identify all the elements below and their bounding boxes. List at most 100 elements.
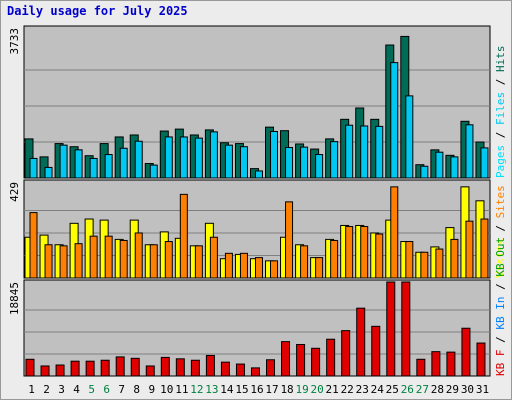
x-tick-label: 21 (326, 383, 339, 396)
sites-bar (450, 238, 459, 279)
sites-bar (194, 245, 203, 279)
kbf-bar (266, 359, 276, 377)
x-tick-label: 1 (28, 383, 35, 396)
legend-kb-out: KB Out (494, 237, 507, 277)
x-tick-label: 11 (175, 383, 188, 396)
kbf-bar (130, 357, 140, 377)
x-tick-label: 5 (88, 383, 95, 396)
x-tick-label: 15 (235, 383, 248, 396)
legend-files: Files (494, 92, 507, 125)
x-tick-label: 2 (43, 383, 50, 396)
bottom-max-label: 18845 (8, 282, 21, 315)
sites-bar (224, 252, 233, 279)
x-tick-label: 8 (133, 383, 140, 396)
sites-bar (360, 226, 369, 279)
x-tick-label: 3 (58, 383, 65, 396)
kbf-bar (40, 365, 50, 377)
x-tick-label: 27 (416, 383, 429, 396)
sites-bar (119, 239, 128, 279)
sites-bar (480, 218, 489, 279)
sites-bar (149, 244, 158, 279)
kbf-bar (371, 325, 381, 377)
sites-bar (44, 244, 53, 279)
x-tick-label: 24 (371, 383, 385, 396)
kbf-bar (476, 342, 486, 377)
files-bar (360, 125, 369, 179)
kbf-bar (205, 354, 215, 377)
x-tick-label: 20 (311, 383, 324, 396)
sites-bar (59, 245, 68, 279)
x-tick-label: 17 (265, 383, 278, 396)
sites-bar (89, 235, 98, 279)
kbf-bar (446, 351, 456, 377)
top-plot-area (23, 25, 491, 179)
files-bar (194, 137, 203, 179)
sites-bar (209, 236, 218, 279)
files-bar (149, 164, 158, 179)
kbf-bar (85, 360, 95, 377)
files-bar (315, 154, 324, 179)
files-bar (270, 130, 279, 179)
legend-hits: Hits (494, 46, 507, 73)
files-bar (285, 146, 294, 179)
kbf-bar (296, 343, 306, 377)
legend-pages: Pages (494, 145, 507, 178)
legend-separator: / (494, 277, 507, 297)
kbf-bar (386, 281, 396, 377)
x-tick-label: 31 (476, 383, 489, 396)
x-tick-label: 10 (160, 383, 173, 396)
top-legend-label: Pages / Files / Hits (494, 46, 507, 179)
x-tick-label: 12 (190, 383, 203, 396)
sites-bar (270, 260, 279, 279)
legend-kb-in: KB In (494, 297, 507, 330)
legend-kb-f: KB F (494, 350, 507, 377)
files-bar (89, 157, 98, 179)
files-bar (224, 144, 233, 179)
bottom-legend-label: KB F / KB In / KB Out (494, 237, 507, 376)
sites-bar (254, 257, 263, 279)
kbf-bar (461, 327, 471, 377)
kbf-bar (160, 356, 170, 377)
legend-separator: / (494, 218, 507, 238)
legend-separator: / (494, 125, 507, 145)
legend-separator: / (494, 330, 507, 350)
files-bar (345, 124, 354, 179)
sites-bar (375, 233, 384, 279)
kbf-bar (311, 347, 321, 377)
kbf-bar (145, 365, 155, 377)
sites-bar (345, 226, 354, 279)
files-bar (134, 140, 143, 179)
middle-max-label: 429 (8, 182, 21, 202)
x-tick-label: 23 (356, 383, 369, 396)
sites-bar (29, 212, 38, 279)
kbf-bar (250, 367, 260, 377)
sites-bar (390, 186, 399, 279)
sites-bar (239, 252, 248, 279)
x-tick-label: 4 (73, 383, 80, 396)
x-tick-label: 29 (446, 383, 459, 396)
kbf-bar (416, 358, 426, 377)
x-tick-label: 22 (341, 383, 354, 396)
files-bar (74, 149, 83, 179)
sites-bar (420, 251, 429, 279)
kbf-bar (55, 364, 65, 377)
kbf-bar (326, 338, 336, 377)
files-bar (405, 95, 414, 179)
files-bar (119, 147, 128, 179)
files-bar (104, 154, 113, 179)
files-bar (164, 136, 173, 179)
middle-legend-label: Visits / Sites (494, 185, 507, 278)
sites-bar (134, 232, 143, 279)
x-tick-label: 9 (148, 383, 155, 396)
files-bar (44, 166, 53, 179)
sites-bar (179, 193, 188, 279)
files-bar (420, 165, 429, 179)
x-tick-label: 16 (250, 383, 263, 396)
top-max-label: 3733 (8, 28, 21, 55)
x-tick-label: 6 (103, 383, 110, 396)
sites-bar (285, 201, 294, 279)
kbf-bar (175, 358, 185, 377)
sites-bar (330, 239, 339, 279)
kbf-bar (100, 359, 110, 377)
x-tick-label: 26 (401, 383, 414, 396)
